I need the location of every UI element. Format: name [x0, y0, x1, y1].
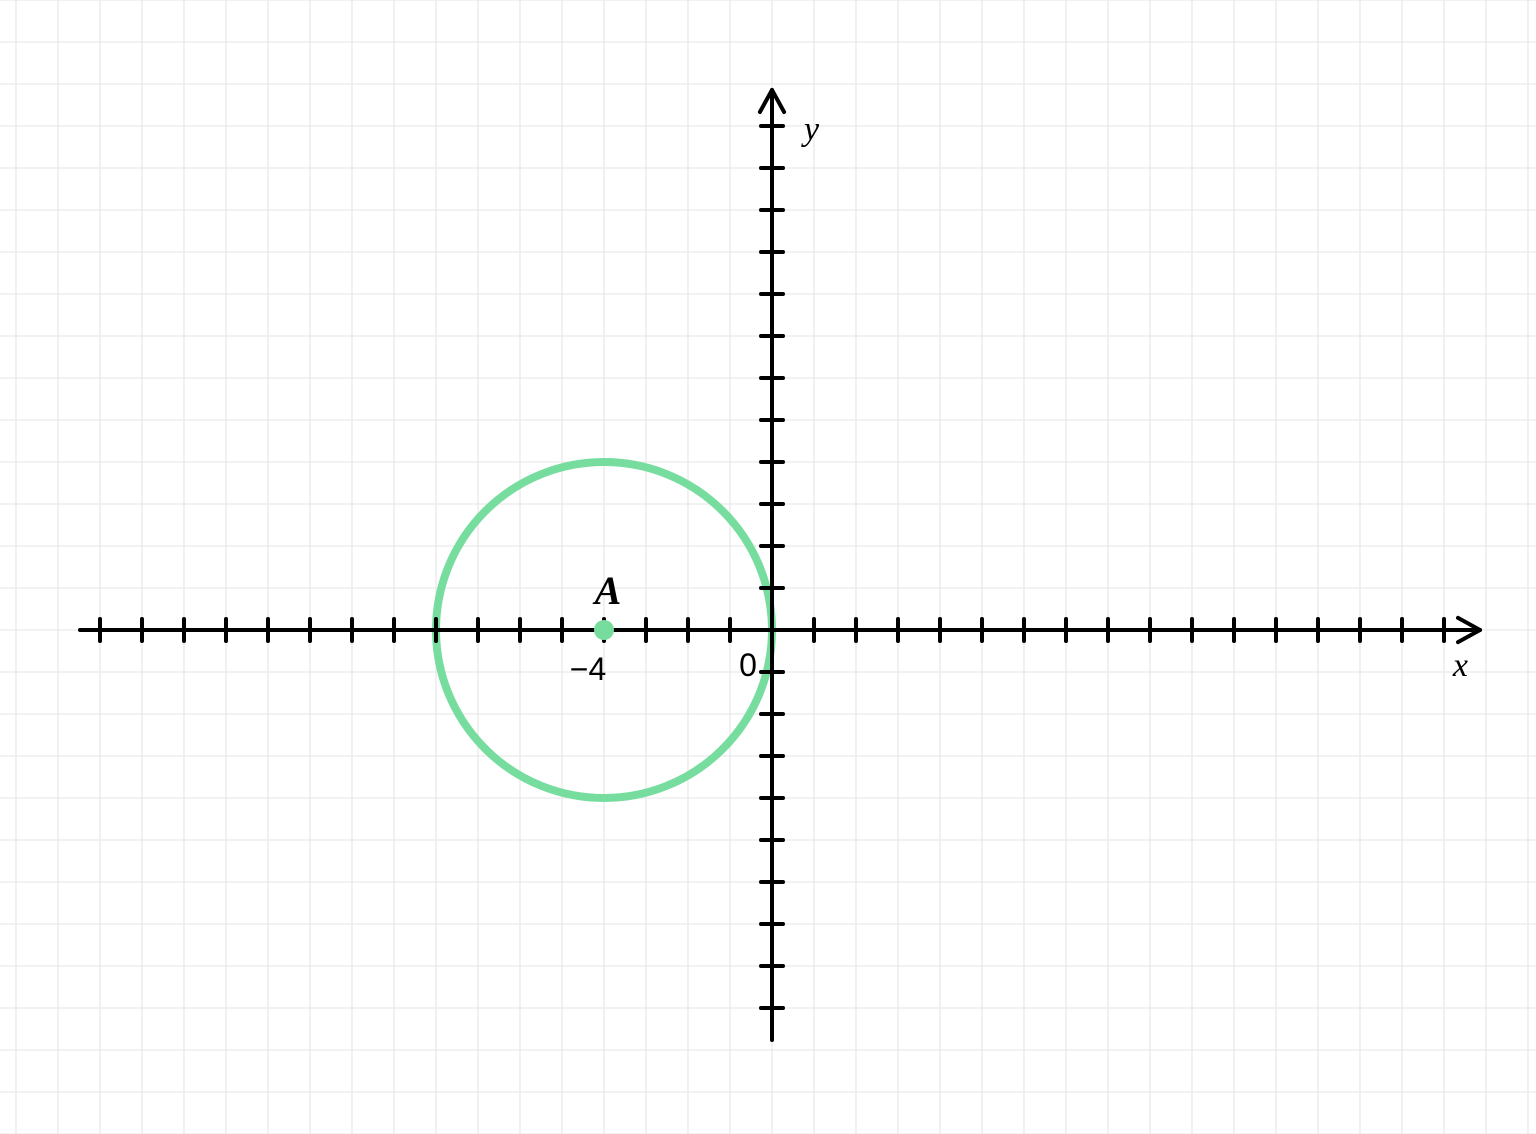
- chart-svg: 0 −4 x y A: [0, 0, 1536, 1134]
- axis-number-label: −4: [570, 651, 606, 687]
- point-a-label: A: [592, 568, 622, 613]
- point-a: [594, 620, 614, 640]
- chart-background: [0, 0, 1536, 1134]
- coordinate-chart: 0 −4 x y A: [0, 0, 1536, 1134]
- axis-number-label: 0: [739, 647, 757, 683]
- x-axis-label: x: [1452, 647, 1468, 684]
- y-axis-label: y: [801, 111, 820, 148]
